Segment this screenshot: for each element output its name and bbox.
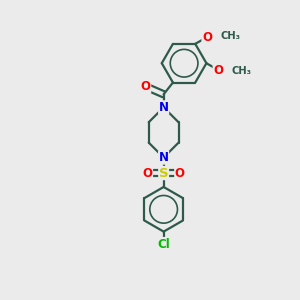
Text: CH₃: CH₃ [231, 66, 251, 76]
Text: CH₃: CH₃ [220, 32, 240, 41]
Text: O: O [175, 167, 185, 179]
Text: O: O [141, 80, 151, 93]
Text: O: O [202, 31, 212, 44]
Text: N: N [159, 151, 169, 164]
Text: O: O [213, 64, 223, 76]
Text: N: N [159, 101, 169, 114]
Text: S: S [159, 167, 168, 179]
Text: O: O [142, 167, 152, 179]
Text: Cl: Cl [157, 238, 170, 250]
